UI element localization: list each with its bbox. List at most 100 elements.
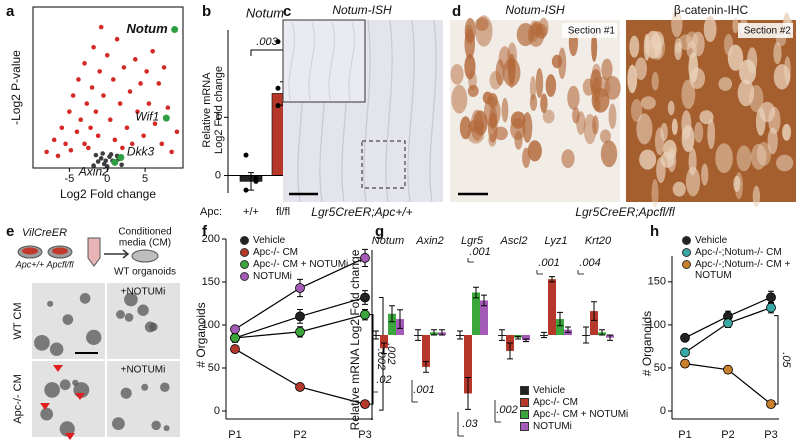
bar	[464, 335, 472, 394]
data-point	[82, 61, 87, 66]
highlight-point	[111, 158, 119, 166]
p-value: .001	[413, 384, 434, 396]
tissue-texture	[514, 130, 523, 150]
data-point	[230, 324, 240, 335]
organoid	[62, 314, 74, 325]
tissue-texture	[627, 64, 638, 94]
tissue-texture	[674, 42, 682, 61]
error-bar	[457, 330, 463, 340]
tissue-texture	[672, 181, 686, 197]
x-tick-label: 0	[104, 173, 110, 185]
legend-marker	[240, 260, 249, 269]
legend: Vehicle Apc-/-;Notum-/- CM Apc-/-;Notum-/-…	[682, 235, 797, 281]
error-bar	[473, 286, 479, 299]
x-tick-label: Lgr5	[461, 235, 484, 247]
legend-item: Apc-/-;Notum-/- CM	[682, 247, 797, 258]
micrograph	[107, 283, 180, 359]
tissue-texture	[542, 109, 555, 124]
y-tick-label: 200	[202, 233, 220, 245]
tissue-texture	[784, 56, 791, 84]
p-value: .001	[538, 257, 559, 269]
chart-title: Notum	[246, 5, 284, 20]
error-bar	[541, 331, 547, 339]
genotype-label: VilCreER	[22, 227, 67, 239]
data-point	[121, 65, 127, 70]
tissue-texture	[308, 21, 315, 101]
error-bar	[439, 329, 445, 336]
data-point	[253, 175, 259, 181]
tissue-texture	[407, 19, 415, 203]
tissue-texture	[576, 111, 586, 135]
x-tick-label: P3	[764, 429, 777, 441]
tissue-texture	[630, 98, 643, 122]
data-point	[360, 253, 370, 263]
label-bg	[738, 23, 793, 38]
tissue-texture	[703, 16, 717, 43]
dish-icon	[131, 249, 159, 263]
x-tick-label: 5	[142, 173, 148, 185]
row-label: Apc-/- CM	[12, 374, 24, 424]
arrowhead-marker	[75, 393, 85, 400]
data-point	[680, 332, 690, 343]
target-label: WT organoids	[114, 267, 176, 278]
legend-item: Vehicle	[520, 385, 645, 396]
tissue-texture	[733, 175, 741, 193]
data-point	[74, 129, 80, 135]
data-point	[152, 121, 158, 127]
significance-bracket	[369, 314, 374, 405]
tissue-texture	[734, 172, 744, 200]
data-point	[70, 93, 76, 98]
tissue-texture	[639, 149, 657, 170]
image-title: Notum-ISH	[332, 3, 392, 17]
data-point	[51, 137, 57, 143]
p-value: .02	[376, 374, 391, 386]
x-tick-label: Axin2	[415, 235, 444, 247]
y-tick-label: 150	[648, 276, 666, 288]
tissue-texture	[634, 57, 647, 81]
data-point	[243, 152, 249, 158]
panel-label: d	[452, 3, 461, 20]
panel-label: f	[202, 223, 208, 240]
significance-bracket	[536, 270, 543, 275]
tissue-texture	[529, 94, 538, 111]
section-label: Section #1	[568, 26, 616, 37]
label-bg	[562, 23, 617, 38]
y-tick-label: 1	[215, 111, 221, 123]
tissue-texture	[667, 100, 675, 116]
tissue-texture	[429, 19, 437, 203]
significance-bracket	[250, 49, 284, 56]
arrowhead-marker	[53, 365, 63, 372]
inset-image	[282, 19, 366, 103]
tissue-texture	[694, 121, 704, 143]
data-point	[88, 125, 93, 131]
data-point	[101, 93, 106, 98]
p-value: .004	[579, 257, 600, 269]
tissue-texture	[451, 84, 468, 114]
tissue-texture	[583, 114, 597, 145]
tissue-texture	[600, 140, 618, 168]
organoid	[112, 417, 125, 431]
data-point	[104, 53, 110, 58]
organoid	[120, 387, 132, 399]
highlight-point	[117, 154, 125, 162]
tissue-texture	[592, 115, 599, 135]
data-point	[114, 36, 120, 42]
data-point	[78, 117, 84, 122]
data-point	[295, 326, 305, 337]
data-point	[275, 103, 281, 109]
error-bar	[557, 311, 563, 327]
data-point	[295, 382, 305, 392]
tissue-texture	[593, 76, 611, 98]
tissue-texture	[701, 163, 709, 186]
tissue-texture	[656, 157, 666, 184]
significance-bracket	[411, 380, 418, 403]
data-point	[169, 149, 174, 155]
tissue-texture	[678, 34, 693, 50]
legend-label: Apc-/- CM	[253, 247, 298, 258]
y-axis-label: Relative mRNA	[201, 72, 213, 148]
organoid	[34, 334, 50, 351]
data-point	[723, 318, 733, 329]
tissue-texture	[681, 79, 696, 109]
y-tick-label: 100	[648, 319, 666, 331]
